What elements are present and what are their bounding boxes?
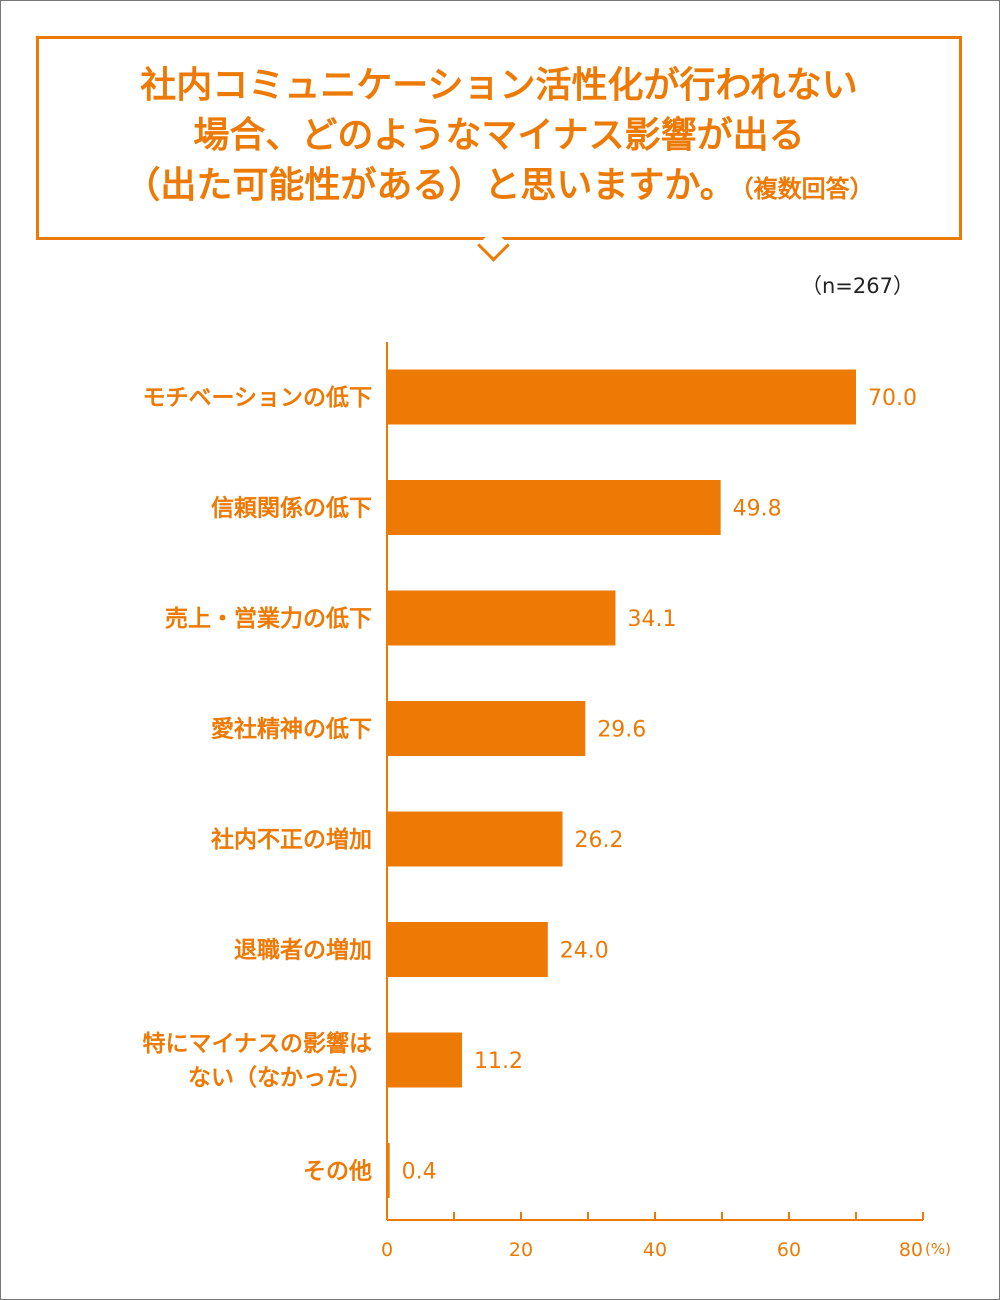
x-tick-label: 20: [509, 1239, 533, 1261]
bar: [387, 811, 563, 867]
value-label: 34.1: [627, 607, 676, 632]
sample-size-label: （n=267）: [801, 274, 914, 298]
value-label: 11.2: [474, 1049, 523, 1074]
category-label: ない（なかった）: [188, 1064, 372, 1091]
bar: [387, 1032, 463, 1088]
value-label: 49.8: [733, 497, 782, 522]
category-label: 信頼関係の低下: [211, 495, 372, 522]
category-label: 愛社精神の低下: [211, 716, 372, 743]
title-line-3: （出た可能性がある）と思いますか。: [124, 165, 736, 206]
category-label: 特にマイナスの影響は: [142, 1030, 372, 1057]
value-label: 24.0: [560, 939, 609, 964]
category-label: 退職者の増加: [234, 937, 372, 964]
x-tick-label: 60: [777, 1239, 801, 1261]
x-tick-label: 0: [381, 1239, 393, 1261]
title-line-1: 社内コミュニケーション活性化が行われない: [140, 65, 858, 106]
title-line-3-wrap: （出た可能性がある）と思いますか。 （複数回答）: [39, 161, 959, 214]
bar: [387, 701, 586, 756]
bar: [387, 480, 721, 535]
title-line-2: 場合、どのようなマイナス影響が出る: [193, 115, 805, 156]
x-unit-label: (%): [925, 1240, 951, 1258]
x-tick-label: 40: [643, 1239, 667, 1261]
category-label: 社内不正の増加: [211, 826, 372, 853]
category-label: その他: [303, 1159, 372, 1185]
multiple-answer-note: （複数回答）: [741, 175, 874, 203]
bar: [387, 590, 616, 646]
value-label: 0.4: [402, 1160, 437, 1185]
category-label: 売上・営業力の低下: [165, 605, 372, 632]
x-tick-label: 80: [899, 1239, 923, 1261]
value-label: 29.6: [597, 718, 646, 743]
category-label: モチベーションの低下: [142, 385, 372, 411]
bar: [387, 1143, 390, 1198]
value-label: 26.2: [575, 828, 624, 853]
bar: [387, 369, 856, 425]
bar: [387, 922, 548, 977]
value-label: 70.0: [868, 386, 917, 411]
